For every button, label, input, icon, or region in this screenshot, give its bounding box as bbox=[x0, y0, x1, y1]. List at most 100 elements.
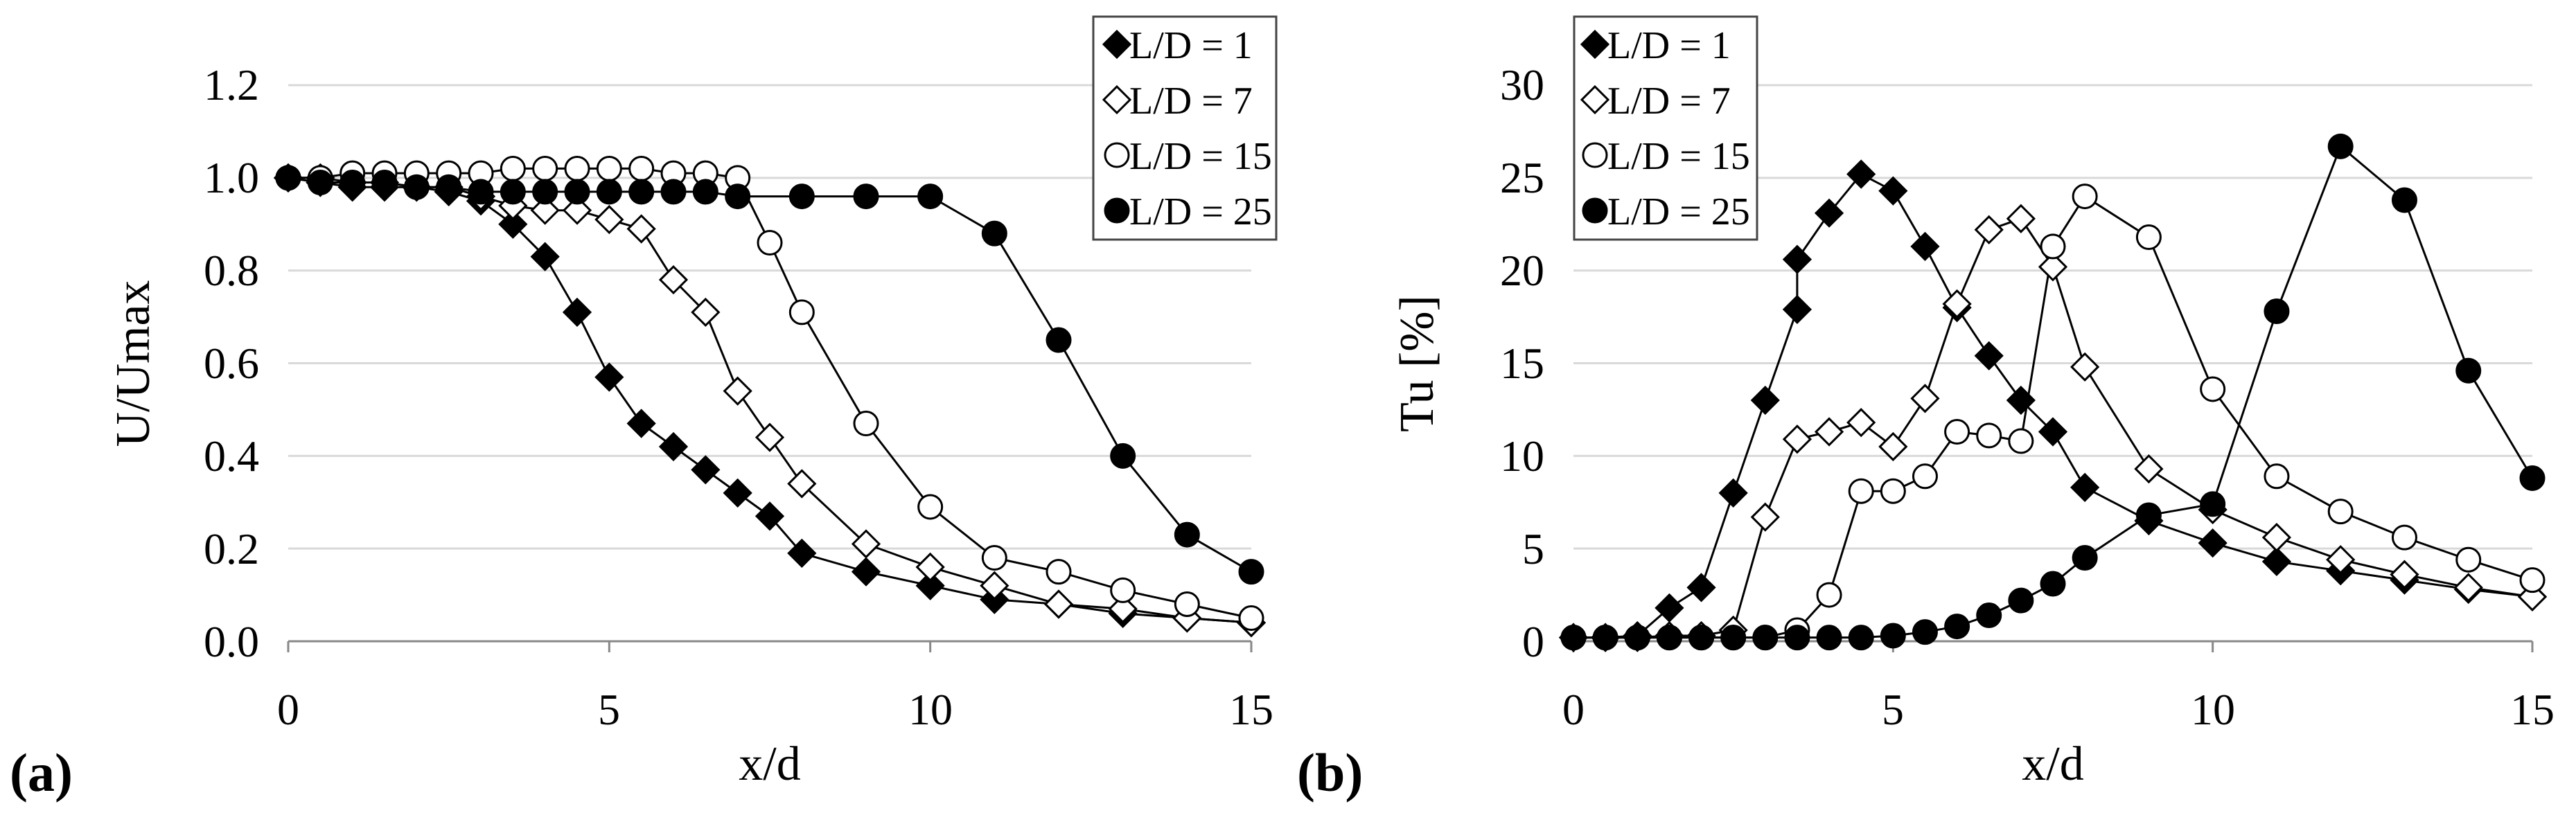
chart-a-data-point bbox=[1110, 577, 1136, 603]
chart-b-data-point bbox=[1720, 625, 1747, 651]
chart-b-legend-marker bbox=[1580, 84, 1610, 115]
chart-a-legend-symbol bbox=[1102, 29, 1132, 60]
chart-a-data-point bbox=[787, 469, 817, 499]
chart-b-data-point bbox=[2200, 491, 2226, 517]
chart-a-data-point bbox=[1174, 591, 1200, 617]
chart-b-data-point bbox=[1976, 422, 2002, 449]
chart-a-data-point bbox=[658, 265, 689, 295]
chart-b-y-tick-labels: 0 5 10 15 20 25 30 bbox=[1500, 60, 1544, 666]
chart-a-data-point bbox=[562, 195, 592, 225]
chart-a-data-point bbox=[626, 409, 656, 438]
chart-a-data-point bbox=[596, 155, 622, 181]
chart-a-series-group bbox=[273, 155, 1267, 638]
chart-b-data-point bbox=[1848, 625, 1874, 651]
chart-b-panel-label: (b) bbox=[1297, 742, 1363, 803]
chart-b-data-point bbox=[1912, 619, 1938, 645]
chart-b-data-point bbox=[1814, 198, 1844, 228]
chart-b-data-point bbox=[1878, 176, 1908, 206]
chart-b-data-point bbox=[1686, 573, 1716, 602]
chart-a-data-point bbox=[980, 571, 1009, 600]
chart-b-data-point bbox=[1942, 289, 1972, 319]
chart-b-y-tick-label: 30 bbox=[1500, 60, 1544, 109]
chart-a-legend-label: L/D = 7 bbox=[1129, 80, 1253, 123]
chart-b-data-point bbox=[2135, 502, 2162, 528]
chart-b-data-point bbox=[1816, 625, 1842, 651]
chart-a-data-point bbox=[851, 529, 881, 559]
chart-a-data-point bbox=[853, 184, 879, 210]
chart-a-panel-label: (a) bbox=[10, 742, 73, 803]
chart-a-data-point bbox=[1238, 605, 1264, 632]
chart-a-legend-symbol bbox=[1102, 84, 1132, 115]
chart-a-data-point bbox=[1238, 559, 1264, 585]
chart-b-data-point bbox=[1782, 425, 1812, 454]
chart-a-data-point bbox=[628, 179, 655, 205]
chart-a-y-tick-label: 0.0 bbox=[204, 617, 259, 666]
chart-a-data-point bbox=[691, 297, 721, 328]
chart-a-data-point bbox=[788, 299, 815, 325]
chart-b-data-point bbox=[1814, 417, 1844, 447]
chart-b-data-point bbox=[2070, 472, 2100, 502]
chart-b-data-point bbox=[2261, 546, 2292, 577]
chart-b-data-point bbox=[2198, 528, 2227, 558]
chart-b-x-tick-label: 5 bbox=[1882, 685, 1904, 734]
chart-a-data-point bbox=[981, 545, 1007, 571]
chart-b-x-tick-label: 15 bbox=[2510, 685, 2555, 734]
chart-b-data-point bbox=[1718, 478, 1748, 508]
chart-a-data-point bbox=[564, 155, 590, 181]
chart-b-data-point bbox=[2072, 184, 2098, 210]
chart-a-y-axis-label: U/Umax bbox=[107, 280, 160, 447]
chart-b-data-point bbox=[2006, 385, 2036, 416]
chart-a-data-point bbox=[562, 297, 592, 328]
chart-b-data-point bbox=[1974, 341, 2004, 370]
chart-b-data-point bbox=[2072, 545, 2098, 571]
chart-a-legend: L/D = 1 L/D = 7 L/D = 15 L/D = 25 bbox=[1092, 15, 1278, 241]
chart-a-data-point bbox=[275, 165, 301, 191]
chart-b-data-point bbox=[2040, 233, 2066, 260]
chart-b-data-point bbox=[2134, 454, 2164, 484]
chart-a-data-point bbox=[691, 455, 721, 485]
chart-a-x-tick-labels: 0 5 10 15 bbox=[277, 685, 1273, 734]
chart-a-data-point bbox=[755, 422, 785, 452]
chart-a-data-point bbox=[530, 242, 560, 271]
chart-b-data-point bbox=[1816, 582, 1842, 608]
chart-a-data-point bbox=[436, 174, 462, 200]
chart-a-x-tick-label: 15 bbox=[1229, 685, 1273, 734]
chart-a-legend-symbol bbox=[1104, 197, 1130, 224]
chart-b-legend-symbol bbox=[1580, 29, 1610, 60]
chart-a-legend-symbol bbox=[1104, 142, 1130, 168]
chart-a-y-tick-label: 0.6 bbox=[204, 339, 259, 388]
chart-b-data-point bbox=[2008, 587, 2034, 614]
chart-b-data-point bbox=[1560, 625, 1587, 651]
chart-b-data-point bbox=[2038, 417, 2068, 447]
chart-a-y-tick-labels: 0.0 0.2 0.4 0.6 0.8 1.0 1.2 bbox=[204, 60, 259, 666]
chart-a-data-point bbox=[658, 431, 689, 462]
chart-a-data-point bbox=[723, 478, 752, 508]
chart-b-legend-marker bbox=[1582, 197, 1608, 224]
chart-b-y-tick-label: 25 bbox=[1500, 153, 1544, 202]
chart-b-data-point bbox=[1782, 244, 1812, 274]
chart-b-data-point bbox=[1846, 408, 1876, 438]
chart-a-data-point bbox=[915, 571, 945, 600]
chart-b-data-point bbox=[2038, 252, 2068, 282]
chart-b-x-ticks bbox=[1572, 641, 2534, 652]
chart-a-data-point bbox=[917, 494, 944, 520]
chart-b-x-tick-label: 0 bbox=[1562, 685, 1585, 734]
chart-a-legend-label: L/D = 25 bbox=[1129, 190, 1272, 233]
chart-b-y-tick-label: 20 bbox=[1500, 246, 1544, 295]
chart-b-y-tick-label: 0 bbox=[1522, 617, 1544, 666]
chart-b-data-point bbox=[2264, 298, 2290, 325]
chart-a-data-point bbox=[564, 179, 590, 205]
chart-b-legend-label: L/D = 15 bbox=[1607, 135, 1750, 178]
chart-b-legend-marker bbox=[1580, 29, 1610, 60]
chart-a-legend-label: L/D = 1 bbox=[1129, 24, 1253, 67]
chart-a-data-point bbox=[723, 376, 752, 406]
chart-b-data-point bbox=[1910, 384, 1940, 413]
chart-b-data-point bbox=[2391, 524, 2417, 551]
chart-a-data-point bbox=[532, 155, 558, 181]
chart-b-data-point bbox=[2519, 465, 2546, 491]
chart-a-data-point bbox=[660, 179, 687, 205]
chart-b-data-point bbox=[2455, 546, 2482, 573]
chart-b-data-point bbox=[1912, 463, 1938, 490]
chart-b-data-point bbox=[1592, 625, 1618, 651]
chart-b-y-tick-label: 15 bbox=[1500, 339, 1544, 388]
